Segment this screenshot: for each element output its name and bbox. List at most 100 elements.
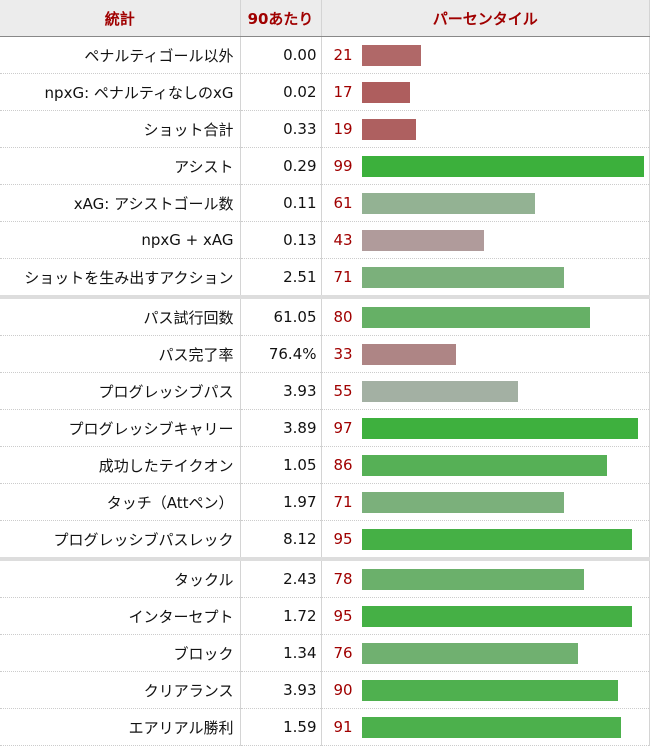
stat-name: パス完了率 <box>0 335 241 373</box>
percentile-value: 43 <box>333 231 353 249</box>
percentile-value: 33 <box>333 345 353 363</box>
table-row: パス完了率 76.4% 33 <box>0 335 650 373</box>
percentile-cell: 76 <box>321 634 650 672</box>
table-row: アシスト 0.29 99 <box>0 147 650 185</box>
table-row: プログレッシブキャリー 3.89 97 <box>0 409 650 447</box>
table-row: 成功したテイクオン 1.05 86 <box>0 446 650 484</box>
per90-value: 8.12 <box>240 520 322 560</box>
percentile-value: 76 <box>333 644 353 662</box>
header-percentile[interactable]: パーセンタイル <box>321 0 650 37</box>
percentile-value: 80 <box>333 308 353 326</box>
table-row: パス試行回数 61.05 80 <box>0 295 650 336</box>
stat-name: アシスト <box>0 147 241 185</box>
table-row: xAG: アシストゴール数 0.11 61 <box>0 184 650 222</box>
table-row: インターセプト 1.72 95 <box>0 597 650 635</box>
per90-value: 0.29 <box>240 147 322 185</box>
percentile-value: 86 <box>333 456 353 474</box>
percentile-value: 97 <box>333 419 353 437</box>
stat-name: xAG: アシストゴール数 <box>0 184 241 222</box>
percentile-cell: 33 <box>321 335 650 373</box>
percentile-cell: 71 <box>321 258 650 298</box>
per90-value: 0.11 <box>240 184 322 222</box>
percentile-value: 95 <box>333 607 353 625</box>
percentile-cell: 91 <box>321 708 650 746</box>
percentile-bar <box>361 343 456 365</box>
table-row: npxG + xAG 0.13 43 <box>0 221 650 259</box>
per90-value: 1.05 <box>240 446 322 484</box>
per90-value: 0.13 <box>240 221 322 259</box>
stat-name: プログレッシブキャリー <box>0 409 241 447</box>
percentile-cell: 17 <box>321 73 650 111</box>
table-row: タックル 2.43 78 <box>0 557 650 598</box>
percentile-bar <box>361 679 618 701</box>
percentile-cell: 55 <box>321 372 650 410</box>
percentile-bar <box>361 491 564 513</box>
stat-name: ショットを生み出すアクション <box>0 258 241 298</box>
per90-value: 3.93 <box>240 671 322 709</box>
stat-name: 成功したテイクオン <box>0 446 241 484</box>
stat-name: クリアランス <box>0 671 241 709</box>
percentile-cell: 61 <box>321 184 650 222</box>
header-row: 統計 90あたり パーセンタイル <box>0 0 650 37</box>
per90-value: 76.4% <box>240 335 322 373</box>
per90-value: 1.72 <box>240 597 322 635</box>
percentile-bar <box>361 81 410 103</box>
table-row: プログレッシブパス 3.93 55 <box>0 372 650 410</box>
percentile-value: 78 <box>333 570 353 588</box>
table-row: ペナルティゴール以外 0.00 21 <box>0 36 650 74</box>
per90-value: 3.89 <box>240 409 322 447</box>
percentile-bar <box>361 528 633 550</box>
percentile-value: 95 <box>333 530 353 548</box>
percentile-bar <box>361 306 590 328</box>
table-row: npxG: ペナルティなしのxG 0.02 17 <box>0 73 650 111</box>
table-row: タッチ（Attペン） 1.97 71 <box>0 483 650 521</box>
stat-name: プログレッシブパスレック <box>0 520 241 560</box>
percentile-bar <box>361 44 422 66</box>
percentile-value: 61 <box>333 194 353 212</box>
stat-name: インターセプト <box>0 597 241 635</box>
percentile-value: 17 <box>333 83 353 101</box>
per90-value: 2.43 <box>240 557 322 598</box>
table-row: ブロック 1.34 76 <box>0 634 650 672</box>
table-row: ショット合計 0.33 19 <box>0 110 650 148</box>
percentile-cell: 95 <box>321 520 650 560</box>
percentile-cell: 95 <box>321 597 650 635</box>
per90-value: 0.00 <box>240 36 322 74</box>
percentile-cell: 21 <box>321 36 650 74</box>
stat-name: ブロック <box>0 634 241 672</box>
per90-value: 3.93 <box>240 372 322 410</box>
percentile-cell: 19 <box>321 110 650 148</box>
stat-name: npxG: ペナルティなしのxG <box>0 73 241 111</box>
per90-value: 61.05 <box>240 295 322 336</box>
percentile-value: 71 <box>333 268 353 286</box>
percentile-bar <box>361 192 536 214</box>
percentile-bar <box>361 380 519 402</box>
percentile-cell: 86 <box>321 446 650 484</box>
percentile-value: 55 <box>333 382 353 400</box>
table-row: ショットを生み出すアクション 2.51 71 <box>0 258 650 298</box>
percentile-value: 91 <box>333 718 353 736</box>
header-stat[interactable]: 統計 <box>0 0 241 37</box>
percentile-bar <box>361 642 579 664</box>
per90-value: 1.59 <box>240 708 322 746</box>
stat-name: パス試行回数 <box>0 295 241 336</box>
percentile-bar <box>361 229 485 251</box>
percentile-bar <box>361 118 416 140</box>
percentile-cell: 43 <box>321 221 650 259</box>
percentile-cell: 80 <box>321 295 650 336</box>
percentile-bar <box>361 568 584 590</box>
percentile-bar <box>361 454 607 476</box>
percentile-cell: 90 <box>321 671 650 709</box>
percentile-bar <box>361 417 638 439</box>
percentile-value: 90 <box>333 681 353 699</box>
table-row: クリアランス 3.93 90 <box>0 671 650 709</box>
stat-name: タッチ（Attペン） <box>0 483 241 521</box>
stat-name: プログレッシブパス <box>0 372 241 410</box>
table-row: エアリアル勝利 1.59 91 <box>0 708 650 746</box>
per90-value: 0.02 <box>240 73 322 111</box>
percentile-value: 21 <box>333 46 353 64</box>
stat-name: ショット合計 <box>0 110 241 148</box>
percentile-bar <box>361 605 633 627</box>
header-per90[interactable]: 90あたり <box>240 0 322 37</box>
